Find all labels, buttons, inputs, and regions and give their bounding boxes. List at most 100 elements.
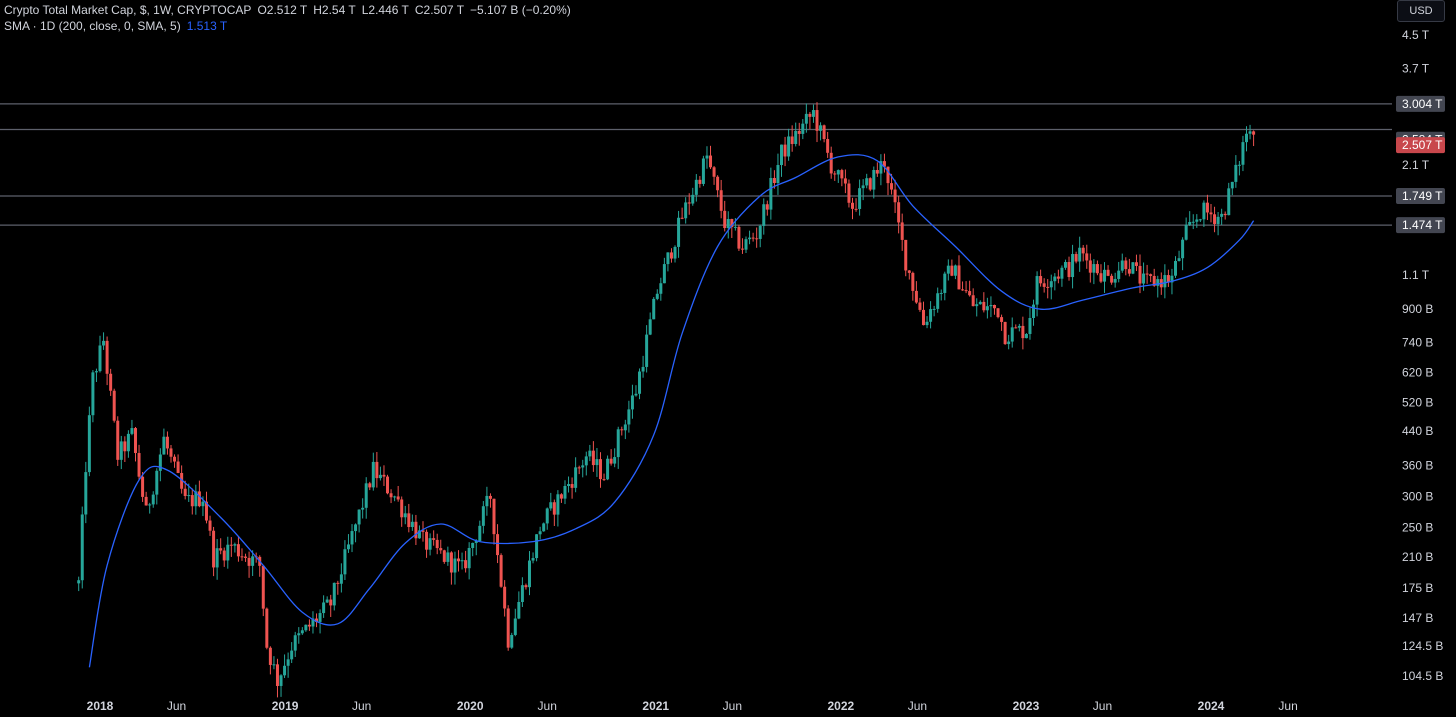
candle [811,104,815,123]
candle [687,193,691,215]
candle-body [386,476,390,494]
candle [318,609,322,634]
time-tick-label: Jun [1278,699,1297,713]
candle-body [758,225,762,239]
candle [396,485,400,502]
candle [1039,269,1043,287]
time-tick-label: Jun [723,699,742,713]
candle-body [87,415,91,473]
candle [794,122,798,147]
current-price-label-bg [1396,137,1445,154]
candle [854,198,858,212]
candle-body [400,499,404,518]
candle [105,336,109,386]
currency-button[interactable]: USD [1397,0,1445,22]
sma-indicator-label[interactable]: SMA · 1D (200, close, 0, SMA, 5) [4,19,181,33]
candle [584,451,588,476]
candle-body [950,265,954,276]
candle-body [1046,286,1050,288]
candle [705,146,709,169]
candle [698,176,702,188]
candle-body [499,555,503,587]
candle [162,428,166,455]
candle-body [496,534,500,556]
candle [84,461,88,524]
candle-body [822,125,826,140]
candle-body [410,521,414,528]
price-tick-label: 300 B [1402,489,1433,503]
candle [946,259,950,281]
candle-body [588,450,592,457]
candle-body [843,178,847,184]
candle [87,406,91,477]
candle [772,170,776,189]
candle [403,505,407,525]
candle [112,388,116,423]
candle [563,480,567,505]
candle-body [652,298,656,320]
candle-body [886,166,890,184]
candle-body [709,155,713,168]
candle [1113,272,1117,288]
candle-body [1049,281,1053,288]
candle [776,153,780,195]
candle [591,441,595,472]
candle-body [918,302,922,310]
candle-body [737,226,741,249]
candle-body [517,601,521,619]
candle [843,169,847,194]
candle-body [343,549,347,575]
candle-body [322,602,326,614]
time-axis[interactable]: 2018 Jun 2019 Jun 2020 Jun 2021 Jun 2022 Jun 2023 J… [87,699,1298,713]
candle-body [921,309,925,326]
candle-body [716,176,720,191]
candle-body [1056,276,1060,279]
candle-body [1117,270,1121,279]
candle [808,111,812,129]
candle-body [364,483,368,508]
candle-body [1163,275,1167,288]
candle-body [133,428,137,454]
candle [339,563,343,593]
candle [691,187,695,206]
candle-body [1092,264,1096,273]
candle [1032,299,1036,326]
candle [300,627,304,635]
candle-body [577,467,581,469]
price-axis[interactable]: 4.5 T 3.7 T 2.1 T 1.1 T 900 B 740 B 620 B 520 B… [1402,28,1443,683]
candle [680,207,684,220]
candle-body [1095,264,1099,274]
candle [137,444,141,480]
candle-body [1021,325,1025,339]
symbol-title[interactable]: Crypto Total Market Cap, $, 1W, CRYPTOCA… [4,3,252,17]
level-price-label: 3.004 T [1402,97,1443,111]
candle [1213,206,1217,233]
candle [1021,316,1025,350]
candle [755,227,759,248]
candle [719,179,723,219]
candle [716,175,720,198]
candle-body [244,556,248,558]
candle-body [623,424,627,431]
candle-body [222,550,226,561]
candle [375,451,379,488]
candle [293,631,297,657]
candle-body [801,123,805,134]
candle [1134,254,1138,272]
candle [961,281,965,291]
candle [371,452,375,491]
candle-body [112,390,116,421]
candle-body [808,113,812,117]
candle-body [907,270,911,273]
candle [900,213,904,251]
legend-main-row: Crypto Total Market Cap, $, 1W, CRYPTOCA… [4,2,571,18]
candle [769,167,773,220]
price-tick-label: 520 B [1402,396,1433,410]
candle [709,145,713,170]
candle-body [1007,341,1011,345]
candle [929,301,933,329]
candle-body [1205,202,1209,213]
candle [1071,244,1075,289]
candle [244,553,248,562]
